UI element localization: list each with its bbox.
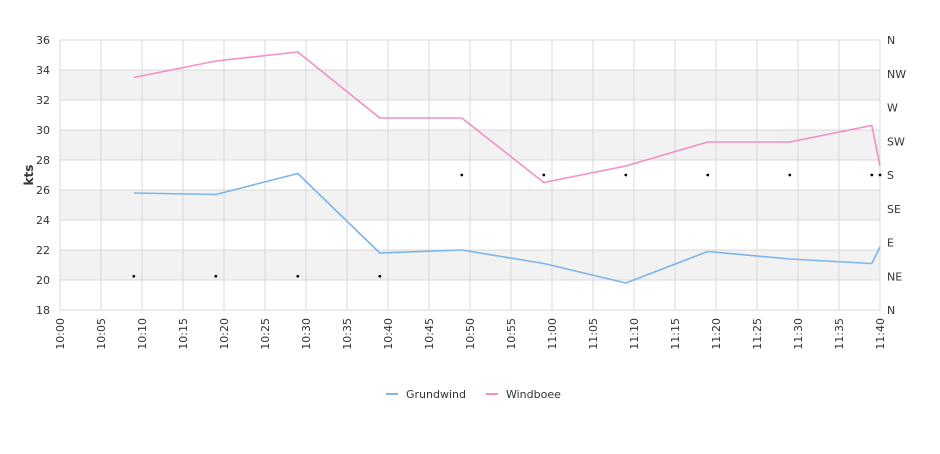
series-lines [133, 51, 881, 284]
x-tick-label: 11:25 [751, 318, 764, 350]
y-tick-label: 18 [36, 304, 50, 317]
direction-marker [542, 173, 546, 177]
direction-marker [214, 274, 218, 278]
x-tick-label: 10:15 [177, 318, 190, 350]
direction-marker [788, 173, 792, 177]
x-tick-label: 10:25 [259, 318, 272, 350]
direction-marker [378, 274, 382, 278]
y-tick-label: 28 [36, 154, 50, 167]
x-tick-label: 10:55 [505, 318, 518, 350]
y-tick-label: 22 [36, 244, 50, 257]
x-tick-label: 10:45 [423, 318, 436, 350]
direction-marker [624, 173, 628, 177]
x-tick-label: 11:05 [587, 318, 600, 350]
y-tick-label: 26 [36, 184, 50, 197]
direction-marker [296, 274, 300, 278]
x-tick-label: 10:50 [464, 318, 477, 350]
series-line-grundwind [133, 172, 881, 284]
x-tick-label: 10:35 [341, 318, 354, 350]
x-tick-label: 10:10 [136, 318, 149, 350]
x-tick-label: 11:40 [874, 318, 887, 350]
vertical-gridlines [59, 40, 881, 310]
x-tick-label: 10:40 [382, 318, 395, 350]
direction-marker [132, 274, 136, 278]
right-tick-label: N [887, 304, 895, 317]
y-tick-label: 32 [36, 94, 50, 107]
x-tick-label: 11:00 [546, 318, 559, 350]
right-tick-label: SE [887, 203, 901, 216]
y-tick-label: 36 [36, 34, 50, 47]
x-tick-label: 11:30 [792, 318, 805, 350]
x-tick-label: 10:05 [95, 318, 108, 350]
x-tick-label: 11:20 [710, 318, 723, 350]
y-tick-label: 34 [36, 64, 50, 77]
legend-label-grundwind: Grundwind [406, 388, 466, 401]
y-tick-label: 20 [36, 274, 50, 287]
right-tick-label: E [887, 237, 894, 250]
horizontal-gridlines [60, 39, 880, 311]
direction-marker [878, 173, 882, 177]
x-tick-label: 10:30 [300, 318, 313, 350]
legend-label-windboee: Windboee [506, 388, 561, 401]
direction-marker [706, 173, 710, 177]
y-tick-label: 24 [36, 214, 50, 227]
legend: Grundwind Windboee [386, 388, 561, 401]
series-line-windboee [133, 51, 881, 184]
y-tick-label: 30 [36, 124, 50, 137]
right-tick-label: SW [887, 135, 905, 148]
right-tick-label: NE [887, 270, 902, 283]
x-tick-label: 10:20 [218, 318, 231, 350]
right-tick-label: W [887, 102, 898, 115]
y-axis-label: kts [22, 165, 36, 186]
x-tick-label: 11:10 [628, 318, 641, 350]
x-tick-label: 11:35 [833, 318, 846, 350]
right-tick-label: NW [887, 68, 906, 81]
x-axis-ticks: 10:00 10:05 10:10 10:15 10:20 10:25 10:30 10:35… [54, 318, 887, 350]
x-tick-label: 11:15 [669, 318, 682, 350]
right-axis-ticks: N NE E SE S SW W NW N [887, 34, 906, 317]
right-tick-label: N [887, 34, 895, 47]
x-tick-label: 10:00 [54, 318, 67, 350]
y-axis-ticks: 18 20 22 24 26 28 30 32 34 36 [36, 34, 50, 317]
direction-marker [460, 173, 464, 177]
direction-markers [132, 173, 882, 278]
right-tick-label: S [887, 169, 894, 182]
direction-marker [870, 173, 874, 177]
